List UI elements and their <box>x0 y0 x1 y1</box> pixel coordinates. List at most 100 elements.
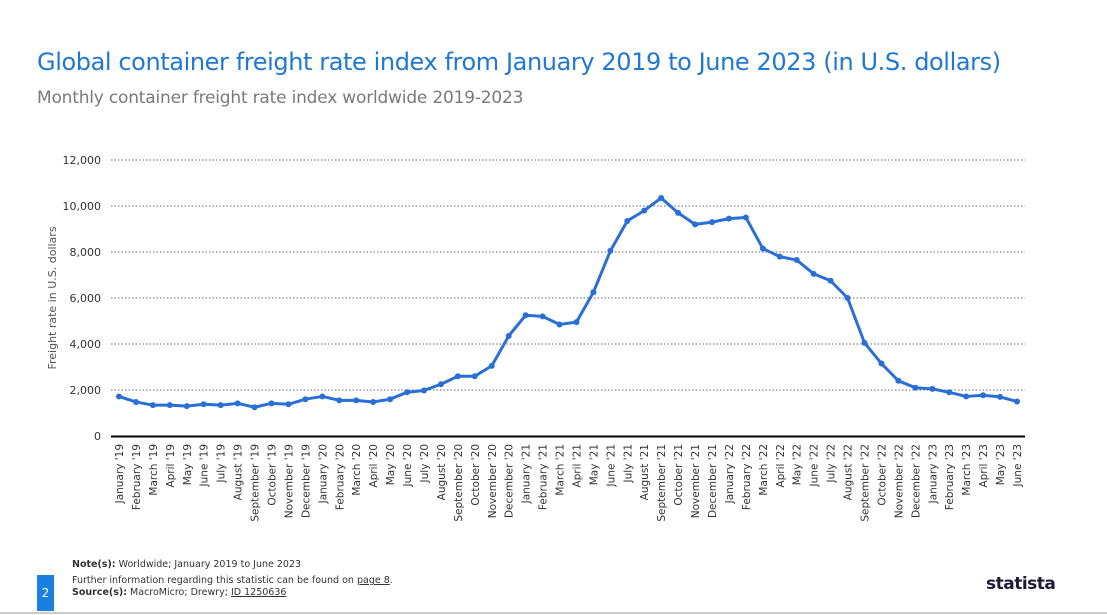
x-tick-label: January '22 <box>724 444 736 504</box>
x-tick-label: June '19 <box>199 444 211 487</box>
data-point <box>336 397 343 404</box>
x-tick-label: December '20 <box>504 444 516 518</box>
data-point <box>1014 398 1020 405</box>
x-tick-label: November '21 <box>690 444 702 518</box>
x-tick-label: October '21 <box>673 444 685 506</box>
x-tick-label: February '22 <box>741 444 753 510</box>
data-point <box>353 397 360 404</box>
x-tick-label: November '20 <box>487 444 499 518</box>
statistic-id-link[interactable]: ID 1250636 <box>230 587 287 598</box>
data-point <box>370 398 377 405</box>
data-point <box>827 277 834 284</box>
data-point <box>454 373 461 380</box>
source-line: Source(s): MacroMicro; Drewry; ID 125063… <box>72 587 286 598</box>
x-tick-label: August '19 <box>233 444 245 500</box>
x-tick-label: April '19 <box>165 444 177 488</box>
x-tick-label: November '22 <box>893 444 905 518</box>
x-tick-label: July '20 <box>419 444 431 483</box>
x-tick-label: October '22 <box>876 444 888 506</box>
bottom-divider <box>0 612 1107 614</box>
x-tick-label: November '19 <box>283 444 295 518</box>
data-point <box>590 289 597 296</box>
data-point <box>251 404 258 411</box>
data-point <box>658 194 665 201</box>
y-tick-label: 10,000 <box>63 200 102 213</box>
x-tick-label: June '22 <box>809 444 821 487</box>
x-tick-label: February '19 <box>131 444 143 510</box>
x-tick-label: July '22 <box>826 444 838 483</box>
x-tick-label: April '20 <box>368 444 380 488</box>
y-tick-label: 4,000 <box>70 338 102 351</box>
note-text: Worldwide; January 2019 to June 2023 <box>115 559 302 570</box>
data-point <box>810 270 817 277</box>
y-tick-label: 12,000 <box>63 154 102 167</box>
data-point <box>539 313 546 320</box>
x-tick-label: December '22 <box>910 444 922 518</box>
x-tick-label: July '19 <box>216 444 228 483</box>
page-link[interactable]: page 8 <box>356 575 390 586</box>
data-point <box>149 402 156 409</box>
further-end: . <box>389 575 393 586</box>
data-point <box>556 321 563 328</box>
x-tick-label: March '20 <box>351 444 363 496</box>
note-label: Note(s): <box>72 559 116 570</box>
x-tick-label: June '23 <box>1012 444 1024 487</box>
data-point <box>116 393 122 400</box>
note-line: Note(s): Worldwide; January 2019 to June… <box>72 559 301 570</box>
data-point <box>285 401 292 408</box>
source-text: MacroMicro; Drewry; <box>127 587 231 598</box>
data-point <box>522 312 529 319</box>
data-point <box>963 393 970 400</box>
x-tick-label: January '19 <box>114 444 126 504</box>
series-line <box>118 196 1018 409</box>
x-tick-label: December '21 <box>707 444 719 518</box>
data-point <box>607 247 614 254</box>
chart-subtitle: Monthly container freight rate index wor… <box>37 88 524 108</box>
x-tick-label: September '19 <box>250 444 262 522</box>
page-number: 2 <box>37 575 54 611</box>
data-point <box>319 393 326 400</box>
y-tick-label: 2,000 <box>70 384 102 397</box>
data-point <box>912 384 919 391</box>
x-tick-label: January '21 <box>521 444 533 504</box>
y-axis-label: Freight rate in U.S. dollars <box>46 226 59 369</box>
data-point <box>861 339 868 346</box>
data-point <box>488 362 495 369</box>
line-chart: 0 2,000 4,000 6,000 8,000 10,000 12,000 Freight… <box>46 154 1025 522</box>
x-tick-label: June '20 <box>402 444 414 487</box>
x-tick-label: April '23 <box>978 444 990 488</box>
data-point <box>217 402 224 409</box>
x-tick-label: July '21 <box>622 444 634 483</box>
further-info-line: Further information regarding this stati… <box>72 575 393 586</box>
data-point <box>793 257 800 264</box>
y-tick-label: 8,000 <box>70 246 102 259</box>
data-point <box>420 387 427 394</box>
data-point <box>878 360 885 367</box>
x-tick-label: February '21 <box>538 444 550 510</box>
source-label: Source(s): <box>72 587 128 598</box>
x-tick-label: June '21 <box>605 444 617 487</box>
data-point <box>166 402 173 409</box>
data-point <box>183 403 190 410</box>
y-tick-label: 0 <box>94 430 101 443</box>
data-point <box>692 221 699 228</box>
data-point <box>980 392 987 399</box>
data-point <box>675 209 682 216</box>
x-tick-label: May '23 <box>995 444 1007 485</box>
x-tick-label: December '19 <box>300 444 312 518</box>
x-tick-label: May '21 <box>588 444 600 485</box>
x-tick-label: March '19 <box>148 444 160 496</box>
data-point <box>573 319 580 326</box>
x-tick-label: March '23 <box>961 444 973 496</box>
data-point <box>776 253 783 260</box>
x-tick-label: October '19 <box>266 444 278 506</box>
x-tick-label: January '23 <box>927 444 939 504</box>
x-tick-label: September '20 <box>453 444 465 522</box>
data-point <box>624 217 631 224</box>
chart-title: Global container freight rate index from… <box>37 48 1001 76</box>
x-tick-label: April '22 <box>775 444 787 488</box>
statista-logo: statista <box>986 574 1056 594</box>
data-point <box>234 400 241 407</box>
data-point <box>725 215 732 222</box>
x-tick-label: September '21 <box>656 444 668 522</box>
